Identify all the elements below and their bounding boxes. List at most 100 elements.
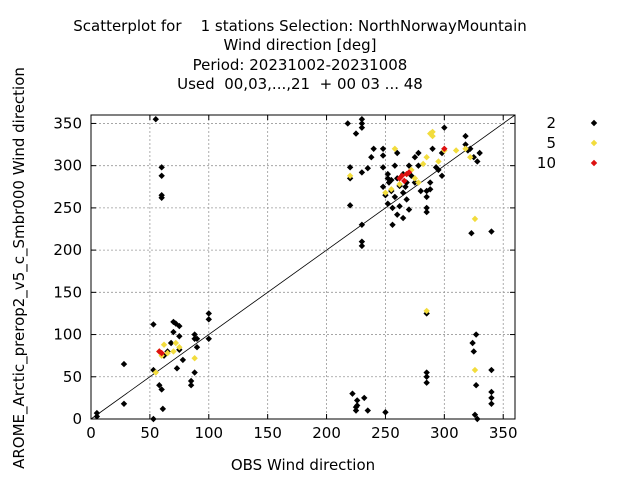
data-point-series-5 [429,128,436,136]
data-point-series-5 [391,145,399,152]
data-point-series-2 [349,390,356,397]
data-point-series-2 [193,344,201,351]
data-point-series-2 [167,339,175,347]
data-point-series-2 [472,331,480,338]
data-point-series-2 [176,322,183,330]
x-tick-label: 50 [140,424,159,442]
axis-ticks: 0 50 100 150 200 250 300 350 0 50 100 150 200 250 300 3… [53,114,517,442]
data-point-series-2 [389,221,396,228]
x-tick-label: 300 [430,424,459,442]
data-point-series-2 [423,208,430,216]
data-point-series-5 [423,154,430,161]
data-point-series-2 [379,145,387,152]
data-point-series-2 [411,154,419,161]
data-point-series-2 [368,154,375,161]
x-tick-label: 250 [371,424,400,442]
x-tick-label: 0 [86,424,96,442]
legend-marker [590,159,598,167]
data-point-series-2 [382,409,389,416]
data-point-series-2 [488,366,495,374]
y-tick-label: 50 [63,368,82,386]
data-point-series-5 [435,158,442,165]
chart-title-line-3: Period: 20231002-20231008 [192,56,408,74]
data-point-series-2 [120,360,128,368]
data-point-series-2 [417,187,424,195]
data-point-series-5 [170,348,177,355]
data-point-series-2 [435,166,442,174]
data-point-series-2 [370,145,377,152]
y-tick-label: 200 [53,241,82,259]
chart-title-line-4: Used 00,03,...,21 + 00 03 ... 48 [177,75,423,93]
data-point-series-2 [364,407,371,414]
data-point-series-2 [405,206,413,213]
data-point-series-2 [358,221,366,228]
data-point-series-2 [488,228,495,235]
data-point-series-2 [403,196,410,203]
data-point-series-2 [379,183,387,190]
data-point-series-2 [415,149,422,157]
plot-frame [90,114,516,420]
data-point-series-2 [394,211,401,218]
data-point-series-2 [205,310,212,317]
data-point-series-5 [419,160,427,168]
data-point-series-2 [352,130,360,137]
data-point-series-2 [379,164,387,171]
data-point-series-5 [462,145,469,152]
data-point-series-2 [423,369,430,376]
legend-marker [590,139,598,147]
data-point-series-5 [191,355,198,362]
data-point-series-2 [344,120,351,127]
data-point-series-5 [388,186,395,193]
data-point-series-2 [191,369,198,376]
data-point-series-5 [346,172,354,179]
data-point-series-2 [429,145,436,152]
data-point-series-2 [358,238,366,245]
data-point-series-2 [358,169,366,176]
y-axis-label: AROME_Arctic_prerop2_v5_c_Smbr000 Wind d… [10,67,28,469]
chart-title-line-1: Scatterplot for 1 stations Selection: No… [73,17,527,35]
data-point-series-2 [427,179,434,186]
data-point-series-5 [411,175,419,182]
data-point-series-5 [471,215,479,223]
data-point-series-2 [364,165,371,172]
data-point-series-2 [399,214,407,222]
y-tick-label: 300 [53,157,82,175]
data-point-series-2 [358,242,366,250]
data-point-series-10 [405,169,413,176]
data-point-series-2 [187,377,195,385]
data-point-series-2 [205,335,212,342]
y-tick-label: 0 [72,410,82,428]
data-point-series-2 [179,356,187,364]
data-point-series-2 [488,388,495,396]
data-point-series-10 [441,145,448,152]
data-point-series-2 [391,193,399,201]
data-point-series-2 [93,413,101,420]
legend-label: 10 [537,154,556,172]
data-point-series-2 [384,200,391,207]
data-point-series-2 [423,193,430,201]
data-point-series-5 [164,349,171,357]
data-point-series-2 [405,162,413,169]
x-tick-label: 100 [194,424,223,442]
data-point-series-2 [394,149,401,157]
data-point-series-5 [152,369,159,376]
grid-lines [91,115,515,419]
data-point-series-2 [353,402,361,409]
data-point-series-2 [469,339,476,347]
data-point-series-2 [470,154,477,161]
data-point-series-5 [176,344,183,351]
y-tick-label: 100 [53,326,82,344]
legend: 2 5 10 [537,114,598,172]
data-point-series-2 [120,400,128,407]
data-point-series-2 [488,400,495,407]
data-point-series-2 [388,176,395,184]
data-point-series-2 [346,202,354,209]
data-point-series-2 [396,203,403,210]
data-point-series-2 [358,120,366,127]
data-point-series-2 [379,152,387,159]
data-point-series-2 [156,382,163,389]
data-point-series-2 [467,145,474,152]
data-point-series-2 [399,189,407,196]
data-point-series-2 [346,164,354,171]
